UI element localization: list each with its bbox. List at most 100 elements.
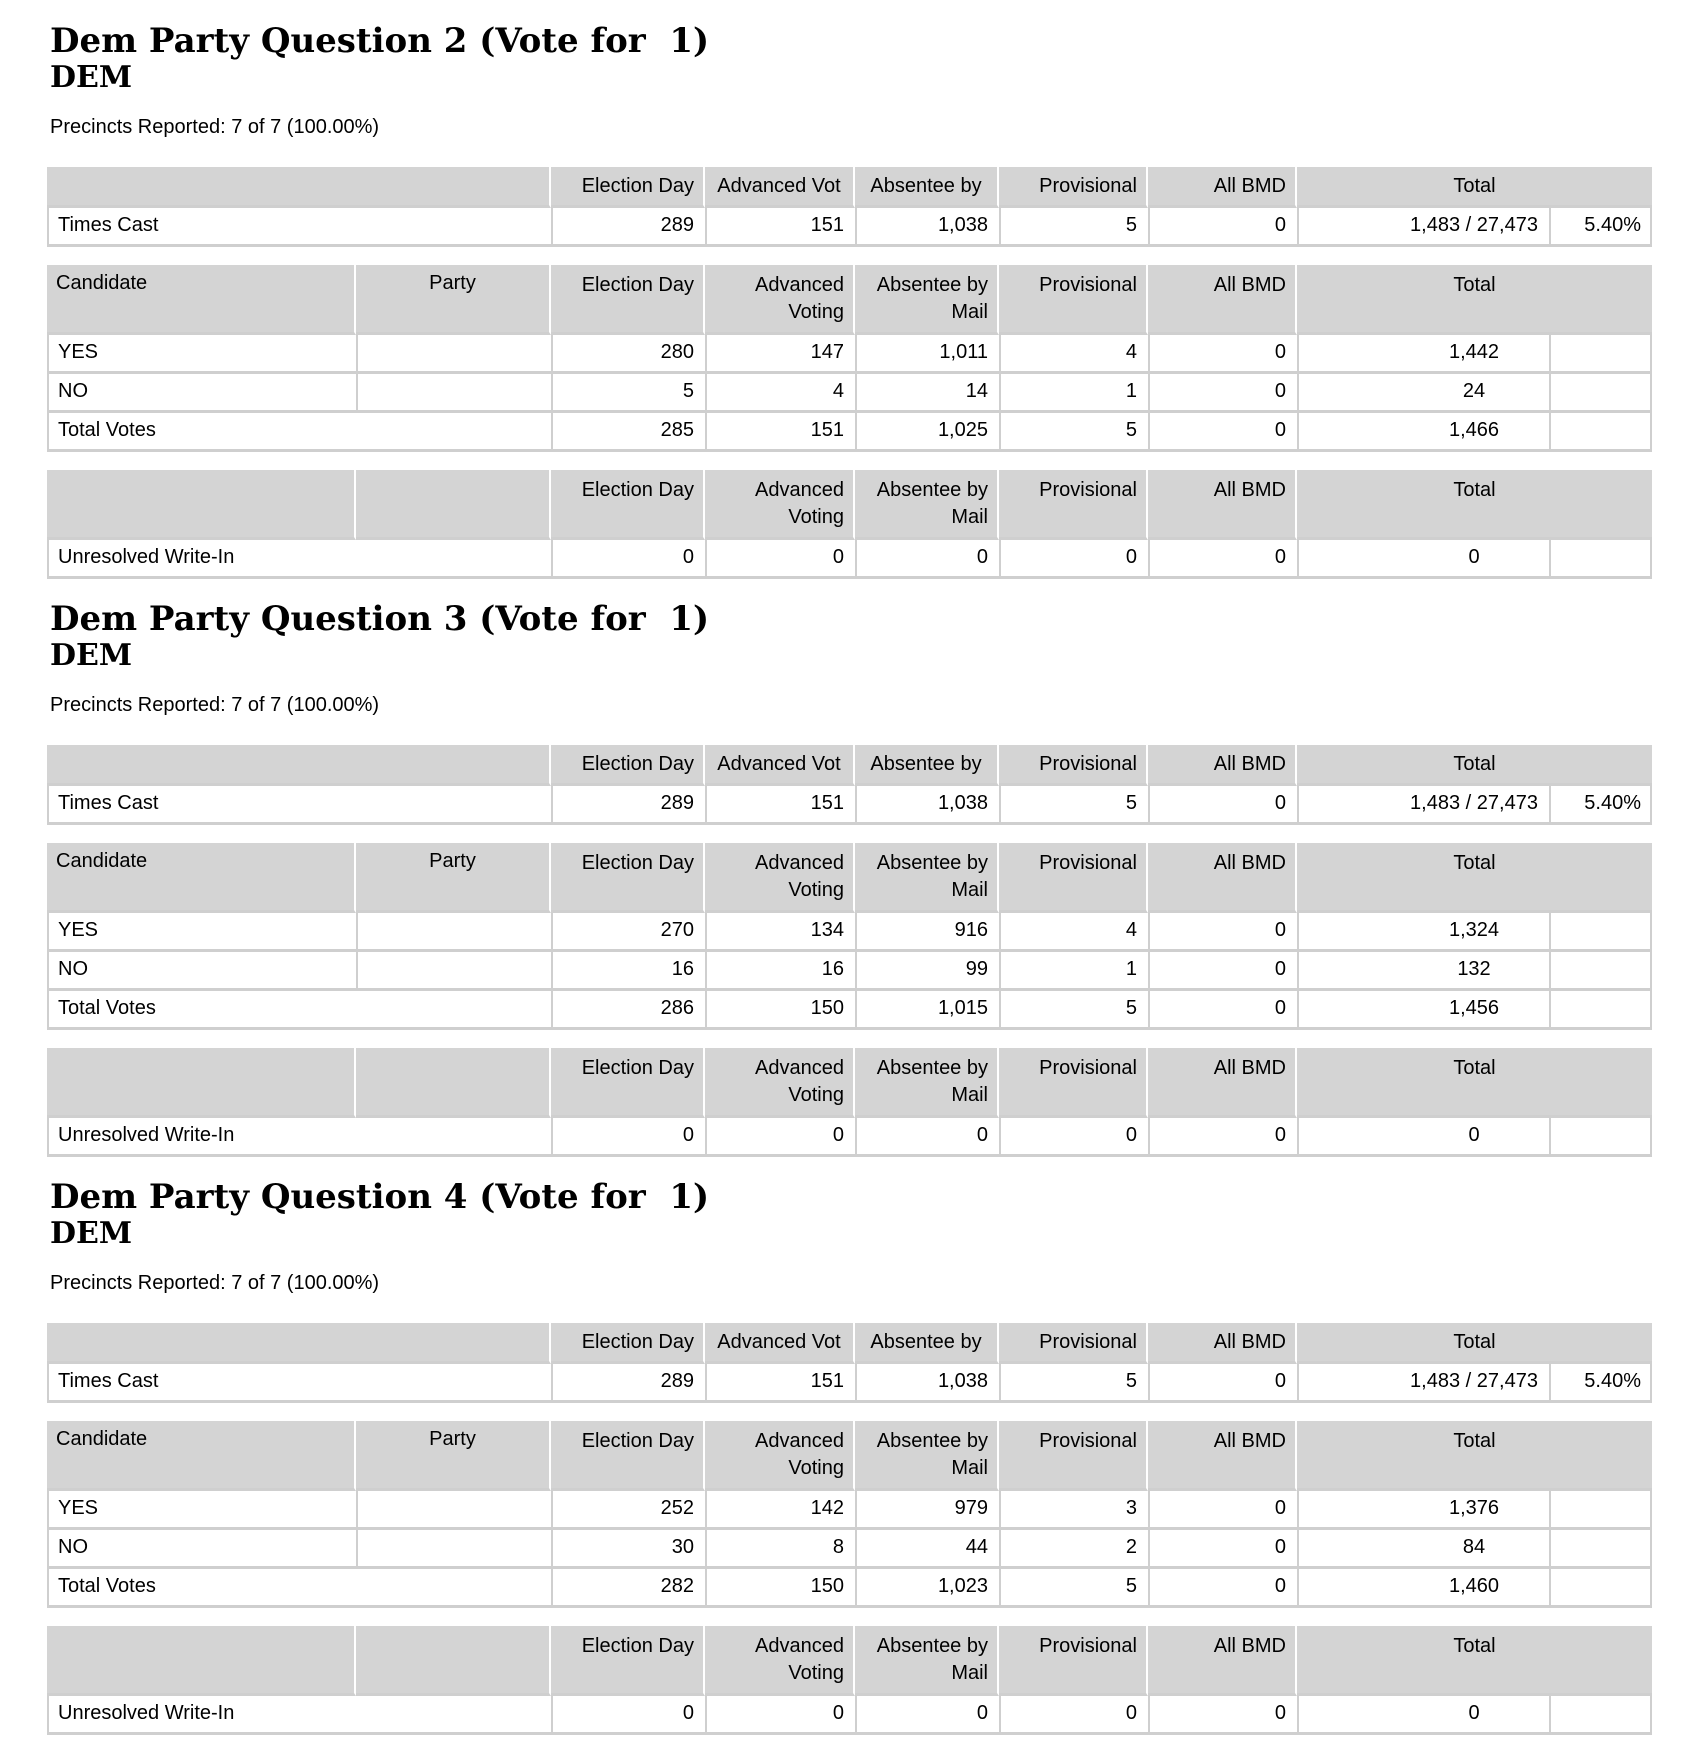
- write-in-row: Unresolved Write-In 0 0 0 0 0 0: [47, 1118, 1652, 1157]
- vote-count-cell: 8: [705, 1530, 855, 1569]
- vote-count-cell: 0: [551, 540, 705, 579]
- vote-count-cell: 916: [855, 913, 999, 952]
- party-cell: [356, 374, 551, 413]
- vote-count-cell: 1,038: [855, 786, 999, 825]
- write-in-table: Election Day Advanced Voting Absentee by…: [47, 470, 1652, 579]
- column-header-absentee-by-mail: Absentee by Mail: [855, 843, 999, 913]
- total-cell: 84: [1297, 1530, 1549, 1569]
- column-header-all-bmd: All BMD: [1148, 470, 1297, 540]
- column-header-all-bmd: All BMD: [1148, 1048, 1297, 1118]
- write-in-row: Unresolved Write-In 0 0 0 0 0 0: [47, 540, 1652, 579]
- column-header-advanced-voting: Advanced Vot: [705, 167, 855, 208]
- vote-count-cell: 99: [855, 952, 999, 991]
- vote-count-cell: 44: [855, 1530, 999, 1569]
- column-header-empty: [356, 1048, 551, 1118]
- total-cell: 1,324: [1297, 913, 1549, 952]
- vote-count-cell: 1,015: [855, 991, 999, 1030]
- candidate-name: NO: [47, 374, 356, 413]
- contest-party-label: DEM: [50, 1216, 133, 1251]
- contest-title: Dem Party Question 4 (Vote for 1): [50, 1177, 710, 1217]
- column-header-candidate: Candidate: [47, 843, 356, 913]
- percent-cell-empty: [1549, 540, 1652, 579]
- vote-count-cell: 0: [855, 1696, 999, 1735]
- vote-count-cell: 286: [551, 991, 705, 1030]
- contest-title: Dem Party Question 3 (Vote for 1): [50, 599, 710, 639]
- total-votes-row: Total Votes 282 150 1,023 5 0 1,460: [47, 1569, 1652, 1608]
- column-header-absentee-by-mail: Absentee by Mail: [855, 265, 999, 335]
- contest-section: Dem Party Question 4 (Vote for 1) DEM Pr…: [0, 1178, 1700, 1735]
- column-header-absentee-by-mail: Absentee by Mail: [855, 470, 999, 540]
- row-label: Total Votes: [47, 991, 551, 1030]
- column-header-absentee-by-mail: Absentee by Mail: [855, 1626, 999, 1696]
- total-cell: 24: [1297, 374, 1549, 413]
- write-in-table: Election Day Advanced Voting Absentee by…: [47, 1626, 1652, 1735]
- vote-count-cell: 0: [1148, 1569, 1297, 1608]
- column-header-empty: [47, 1626, 356, 1696]
- vote-count-cell: 0: [999, 1118, 1148, 1157]
- total-cell: 1,442: [1297, 335, 1549, 374]
- vote-count-cell: 0: [551, 1118, 705, 1157]
- column-header-all-bmd: All BMD: [1148, 1626, 1297, 1696]
- total-votes-row: Total Votes 286 150 1,015 5 0 1,456: [47, 991, 1652, 1030]
- party-cell: [356, 335, 551, 374]
- contest-party-label: DEM: [50, 638, 133, 673]
- column-header-empty: [47, 1323, 551, 1364]
- candidate-name: NO: [47, 1530, 356, 1569]
- row-label: Unresolved Write-In: [47, 1696, 551, 1735]
- column-header-advanced-voting: Advanced Voting: [705, 843, 855, 913]
- percent-cell-empty: [1549, 1696, 1652, 1735]
- column-header-party: Party: [356, 843, 551, 913]
- write-in-header-row: Election Day Advanced Voting Absentee by…: [47, 1048, 1652, 1118]
- vote-count-cell: 5: [999, 1569, 1148, 1608]
- row-label: Unresolved Write-In: [47, 540, 551, 579]
- column-header-empty: [356, 1626, 551, 1696]
- times-cast-header-row: Election Day Advanced Vot Absentee by Pr…: [47, 1323, 1652, 1364]
- column-header-provisional: Provisional: [999, 167, 1148, 208]
- vote-count-cell: 5: [551, 374, 705, 413]
- candidates-table: Candidate Party Election Day Advanced Vo…: [47, 843, 1652, 1030]
- column-header-empty: [356, 470, 551, 540]
- vote-count-cell: 4: [999, 913, 1148, 952]
- vote-count-cell: 151: [705, 786, 855, 825]
- vote-count-cell: 0: [551, 1696, 705, 1735]
- vote-count-cell: 0: [705, 1118, 855, 1157]
- column-header-absentee-by-mail: Absentee by: [855, 1323, 999, 1364]
- vote-count-cell: 0: [855, 540, 999, 579]
- percent-cell-empty: [1549, 952, 1652, 991]
- vote-count-cell: 1,038: [855, 1364, 999, 1403]
- column-header-candidate: Candidate: [47, 1421, 356, 1491]
- row-label: Times Cast: [47, 786, 551, 825]
- percent-cell-empty: [1549, 1118, 1652, 1157]
- vote-count-cell: 252: [551, 1491, 705, 1530]
- vote-count-cell: 0: [1148, 413, 1297, 452]
- candidate-row: NO 16 16 99 1 0 132: [47, 952, 1652, 991]
- column-header-election-day: Election Day: [551, 1048, 705, 1118]
- column-header-advanced-voting: Advanced Voting: [705, 470, 855, 540]
- party-cell: [356, 1530, 551, 1569]
- vote-count-cell: 5: [999, 413, 1148, 452]
- total-cell: 0: [1297, 1696, 1549, 1735]
- vote-count-cell: 285: [551, 413, 705, 452]
- vote-count-cell: 289: [551, 1364, 705, 1403]
- vote-count-cell: 150: [705, 1569, 855, 1608]
- column-header-absentee-by-mail: Absentee by Mail: [855, 1048, 999, 1118]
- vote-count-cell: 1: [999, 374, 1148, 413]
- candidates-table: Candidate Party Election Day Advanced Vo…: [47, 265, 1652, 452]
- column-header-all-bmd: All BMD: [1148, 1323, 1297, 1364]
- vote-count-cell: 30: [551, 1530, 705, 1569]
- column-header-party: Party: [356, 265, 551, 335]
- vote-count-cell: 289: [551, 208, 705, 247]
- vote-count-cell: 0: [1148, 208, 1297, 247]
- vote-count-cell: 5: [999, 208, 1148, 247]
- vote-count-cell: 16: [551, 952, 705, 991]
- total-cell: 1,466: [1297, 413, 1549, 452]
- vote-count-cell: 2: [999, 1530, 1148, 1569]
- column-header-absentee-by-mail: Absentee by: [855, 745, 999, 786]
- candidate-row: YES 270 134 916 4 0 1,324: [47, 913, 1652, 952]
- turnout-percent-cell: 5.40%: [1549, 1364, 1652, 1403]
- column-header-party: Party: [356, 1421, 551, 1491]
- column-header-absentee-by-mail: Absentee by Mail: [855, 1421, 999, 1491]
- column-header-advanced-voting: Advanced Voting: [705, 1421, 855, 1491]
- vote-count-cell: 4: [999, 335, 1148, 374]
